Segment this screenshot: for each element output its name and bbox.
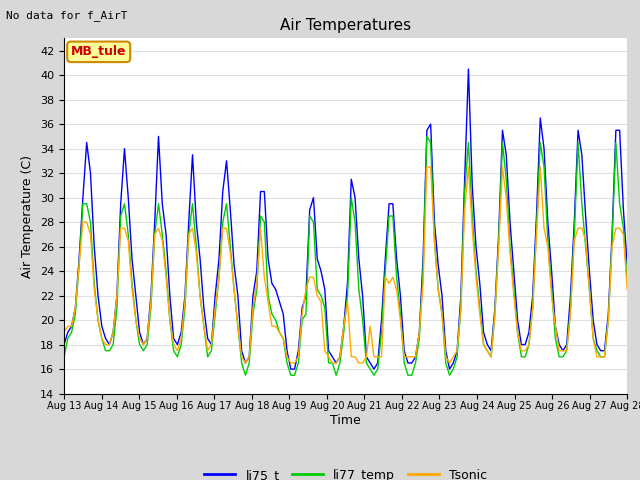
li75_t (245, 354, 253, 360)
Text: MB_tule: MB_tule (71, 45, 127, 59)
Line: li75_t: li75_t (64, 69, 627, 369)
li77_temp (381, 268, 389, 274)
Tsonic (423, 164, 431, 170)
Tsonic (60, 329, 68, 335)
li77_temp (623, 280, 631, 286)
li77_temp (423, 133, 431, 139)
Tsonic (249, 305, 257, 311)
Tsonic (359, 360, 367, 366)
Tsonic (532, 231, 540, 237)
Line: li77_temp: li77_temp (64, 136, 627, 375)
li75_t (60, 342, 68, 348)
li75_t (287, 366, 294, 372)
li77_temp (359, 317, 367, 323)
Y-axis label: Air Temperature (C): Air Temperature (C) (22, 155, 35, 277)
Legend: li75_t, li77_temp, Tsonic: li75_t, li77_temp, Tsonic (199, 464, 492, 480)
li77_temp (249, 311, 257, 317)
Tsonic (381, 275, 389, 280)
li75_t (283, 348, 291, 354)
li77_temp (287, 372, 294, 378)
Tsonic (623, 287, 631, 292)
li75_t (532, 213, 540, 219)
li77_temp (241, 372, 249, 378)
Tsonic (287, 360, 294, 366)
Text: No data for f_AirT: No data for f_AirT (6, 10, 128, 21)
li75_t (359, 293, 367, 299)
li75_t (623, 262, 631, 268)
li75_t (453, 348, 461, 354)
li77_temp (60, 354, 68, 360)
li77_temp (532, 226, 540, 231)
Tsonic (241, 360, 249, 366)
Title: Air Temperatures: Air Temperatures (280, 18, 411, 33)
Line: Tsonic: Tsonic (64, 167, 627, 363)
li77_temp (457, 305, 465, 311)
li75_t (381, 256, 389, 262)
li75_t (465, 66, 472, 72)
X-axis label: Time: Time (330, 414, 361, 427)
Tsonic (457, 305, 465, 311)
